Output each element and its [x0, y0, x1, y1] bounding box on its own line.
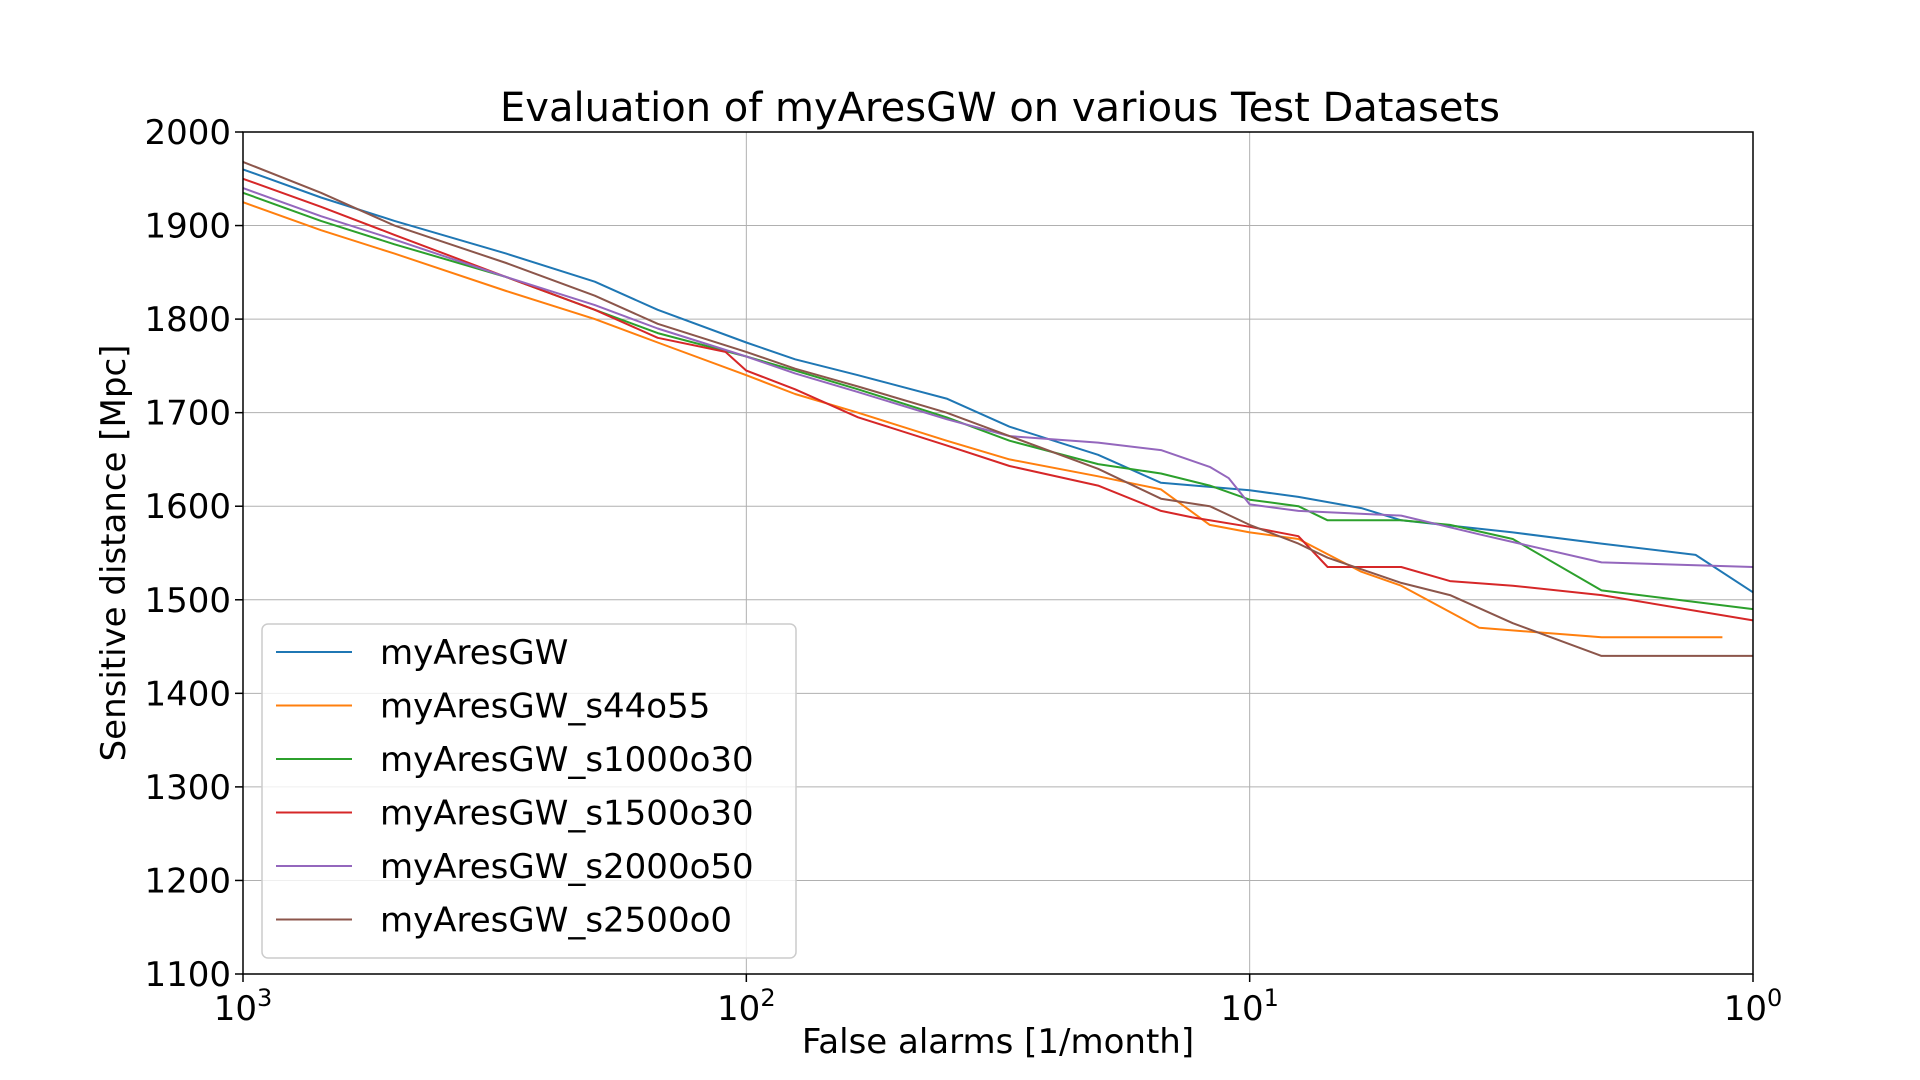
- series-line-4: [242, 187, 1754, 568]
- y-tick-label: 1400: [144, 674, 231, 714]
- series-line-1: [242, 201, 1723, 639]
- y-tick-label: 1100: [144, 955, 231, 995]
- x-axis-label: False alarms [1/month]: [802, 1022, 1194, 1062]
- y-tick-label: 2000: [144, 113, 231, 153]
- legend-label: myAresGW_s1500o30: [380, 794, 754, 834]
- x-axis-ticks: 103 102 101 100: [214, 974, 1783, 1029]
- legend-label: myAresGW_s2500o0: [380, 901, 732, 941]
- x-tick-label: 103: [214, 984, 273, 1029]
- series-line-0: [242, 168, 1754, 594]
- legend-label: myAresGW_s1000o30: [380, 740, 754, 780]
- chart-title: Evaluation of myAresGW on various Test D…: [500, 85, 1500, 131]
- y-tick-label: 1900: [144, 207, 231, 247]
- series-line-2: [242, 191, 1754, 611]
- y-tick-label: 1500: [144, 581, 231, 621]
- y-axis-label: Sensitive distance [Mpc]: [94, 345, 134, 762]
- x-tick-label: 102: [717, 984, 776, 1029]
- x-tick-label: 100: [1724, 984, 1783, 1029]
- legend-box: [261, 623, 797, 959]
- series-lines: [242, 160, 1754, 657]
- legend: myAresGW myAresGW_s44o55 myAresGW_s1000o30…: [261, 623, 797, 959]
- series-line-5: [242, 160, 1753, 657]
- y-tick-label: 1600: [144, 487, 231, 527]
- x-tick-label: 101: [1220, 984, 1279, 1029]
- legend-label: myAresGW_s2000o50: [380, 847, 754, 887]
- y-tick-label: 1700: [144, 394, 231, 434]
- y-tick-label: 1800: [144, 300, 231, 340]
- legend-label: myAresGW: [380, 633, 568, 673]
- y-axis-ticks: 1100 1200 1300 1400 1500 1600 1700 1800 1900 2000: [144, 113, 243, 995]
- y-tick-label: 1300: [144, 768, 231, 808]
- series-line-3: [242, 177, 1754, 622]
- legend-label: myAresGW_s44o55: [380, 687, 710, 727]
- plot-frame: [242, 131, 1754, 975]
- y-tick-label: 1200: [144, 861, 231, 901]
